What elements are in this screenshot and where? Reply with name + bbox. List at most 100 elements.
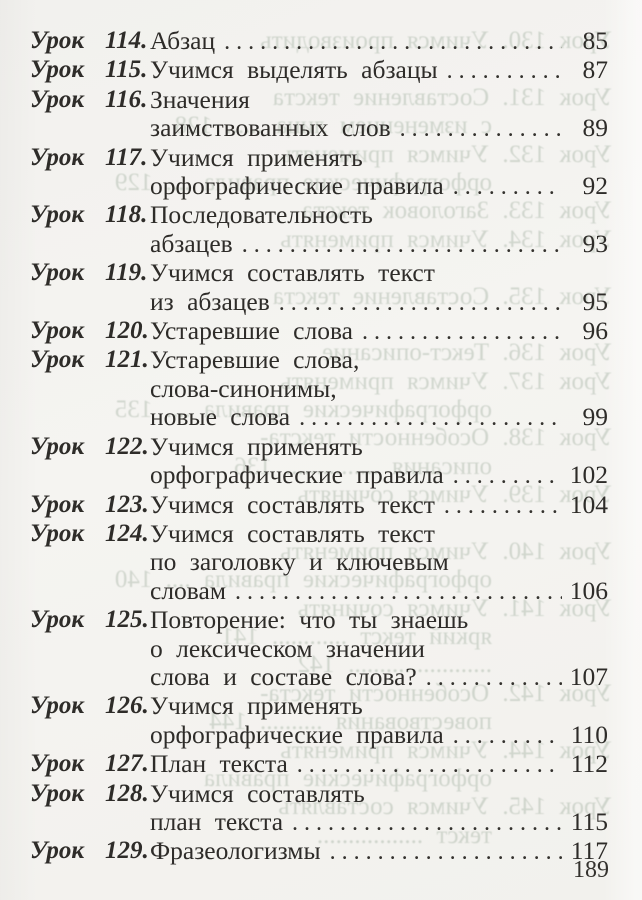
toc-entry: Урок 121. Устаревшие слова, слова-синонимы,…	[30, 346, 608, 432]
title-text: орфографические правила	[150, 171, 444, 201]
lesson-label: Урок	[30, 346, 85, 374]
title-line: Учимся применять	[150, 691, 608, 720]
toc-entry: Урок 118. Последовательность абзацев.......…	[30, 201, 608, 259]
lesson-label: Урок	[30, 606, 85, 634]
page-ref: 96	[582, 316, 609, 346]
title-line: план текста.............................…	[150, 806, 608, 837]
dot-leader: ........................................…	[241, 231, 562, 258]
dot-leader: ........................................…	[446, 58, 562, 85]
dot-leader: ........................................…	[299, 405, 562, 432]
title-line: Устаревшие слова........................…	[150, 316, 609, 346]
lesson-label: Урок	[30, 837, 85, 865]
lesson-label: Урок	[30, 85, 85, 113]
title-text: Учимся применять	[150, 142, 363, 172]
dot-leader: ........................................…	[361, 319, 562, 346]
toc-entry: Урок 122. Учимся применять орфографические …	[30, 431, 608, 491]
dot-leader: ........................................…	[443, 492, 562, 519]
page-ref: 110	[570, 719, 608, 749]
page-number: 189	[573, 857, 609, 883]
title-text: Учимся составлять	[150, 778, 365, 808]
title-line: Абзац...................................…	[150, 26, 609, 56]
toc-entry: Урок 117. Учимся применять орфографические …	[30, 142, 608, 202]
toc-entry: Урок 128. Учимся составлять план текста....…	[30, 778, 608, 838]
lesson-title: Учимся применять орфографические правила.…	[150, 142, 608, 202]
dot-leader: ........................................…	[292, 809, 562, 836]
title-text: Устаревшие слова,	[150, 345, 360, 375]
title-line: орфографические правила.................…	[150, 171, 608, 201]
title-line: Учимся составлять текст	[150, 518, 608, 548]
lesson-label: Урок	[30, 201, 85, 229]
lesson-number: 124.	[105, 519, 149, 547]
dot-leader: ........................................…	[399, 116, 562, 143]
title-line: о лексическом значении	[150, 634, 608, 663]
lesson-title: Учимся выделять абзацы..................…	[150, 56, 608, 85]
page-ref: 85	[582, 26, 609, 55]
page-ref: 106	[569, 575, 608, 605]
title-text: Учимся составлять текст	[150, 518, 435, 548]
lesson-number: 127.	[105, 750, 149, 778]
lesson-label: Урок	[30, 432, 85, 460]
page-ref: 99	[582, 402, 609, 432]
title-line: абзацев.................................…	[150, 228, 609, 259]
toc-entry: Урок 114. Абзац...........................…	[30, 26, 609, 56]
title-text: орфографические правила	[150, 719, 444, 749]
page-ref: 115	[570, 806, 608, 836]
lesson-number: 119.	[105, 259, 148, 287]
lesson-number: 117.	[105, 143, 148, 171]
title-text: Учимся составлять текст	[150, 258, 435, 288]
title-line: по заголовку и ключевым	[150, 547, 608, 576]
dot-leader: ........................................…	[329, 839, 562, 866]
lesson-title: Учимся применять орфографические правила.…	[150, 431, 608, 491]
title-text: Фразеологизмы	[150, 836, 321, 866]
dot-leader: ........................................…	[224, 29, 562, 55]
lesson-label: Урок	[30, 490, 85, 518]
title-text: план текста	[150, 806, 284, 836]
lesson-number: 123.	[105, 490, 149, 518]
lesson-title: Учимся применять орфографические правила.…	[150, 691, 608, 750]
lesson-title: Абзац...................................…	[150, 26, 609, 56]
title-text: орфографические правила	[150, 460, 444, 490]
lesson-title: Устаревшие слова........................…	[150, 316, 609, 346]
page-ref: 95	[582, 286, 609, 316]
title-line: словам..................................…	[150, 575, 608, 606]
toc-entry: Урок 126. Учимся применять орфографические …	[30, 691, 608, 750]
lesson-label: Урок	[30, 143, 85, 171]
toc-entry: Урок 127. План текста.....................…	[30, 749, 608, 779]
title-line: Учимся выделять абзацы..................…	[150, 56, 608, 85]
lesson-title: Значения заимствованных слов.............…	[150, 85, 609, 144]
title-text: Абзац	[150, 26, 216, 55]
title-text: Повторение: что ты знаешь	[150, 605, 469, 635]
title-line: Учимся применять	[150, 142, 608, 172]
lesson-title: Учимся составлять текст по заголовку и кл…	[150, 518, 608, 606]
page-ref: 87	[582, 55, 609, 85]
lesson-label: Урок	[30, 259, 85, 287]
page-ref: 93	[582, 228, 609, 258]
title-text: новые слова	[150, 402, 291, 432]
title-text: Учимся применять	[150, 431, 363, 461]
page-ref: 102	[569, 460, 608, 490]
title-line: Повторение: что ты знаешь	[150, 605, 608, 635]
title-line: Фразеологизмы...........................…	[150, 836, 608, 866]
toc-entry: Урок 116. Значения заимствованных слов.....…	[30, 85, 609, 144]
lesson-title: Фразеологизмы...........................…	[150, 836, 608, 866]
lesson-title: План текста.............................…	[150, 749, 608, 779]
lesson-label: Урок	[30, 779, 85, 807]
title-line: слова и составе слова?..................…	[150, 661, 608, 692]
dot-leader: ........................................…	[452, 722, 562, 749]
title-line: из абзацев..............................…	[150, 286, 609, 317]
title-text: абзацев	[150, 228, 233, 258]
title-text: словам	[150, 575, 226, 605]
title-line: Учимся применять	[150, 431, 608, 461]
toc-entry: Урок 115.Учимся выделять абзацы..........…	[30, 56, 608, 85]
dot-leader: ........................................…	[452, 174, 562, 201]
lesson-number: 115.	[105, 56, 148, 84]
title-line: Учимся составлять текст	[150, 258, 608, 288]
lesson-number: 129.	[105, 837, 149, 865]
page-ref: 89	[582, 113, 609, 143]
dot-leader: ........................................…	[425, 664, 562, 691]
title-text: слова и составе слова?	[150, 661, 417, 691]
title-text: Устаревшие слова	[150, 316, 353, 346]
lesson-label: Урок	[30, 692, 85, 720]
dot-leader: ........................................…	[452, 463, 562, 490]
